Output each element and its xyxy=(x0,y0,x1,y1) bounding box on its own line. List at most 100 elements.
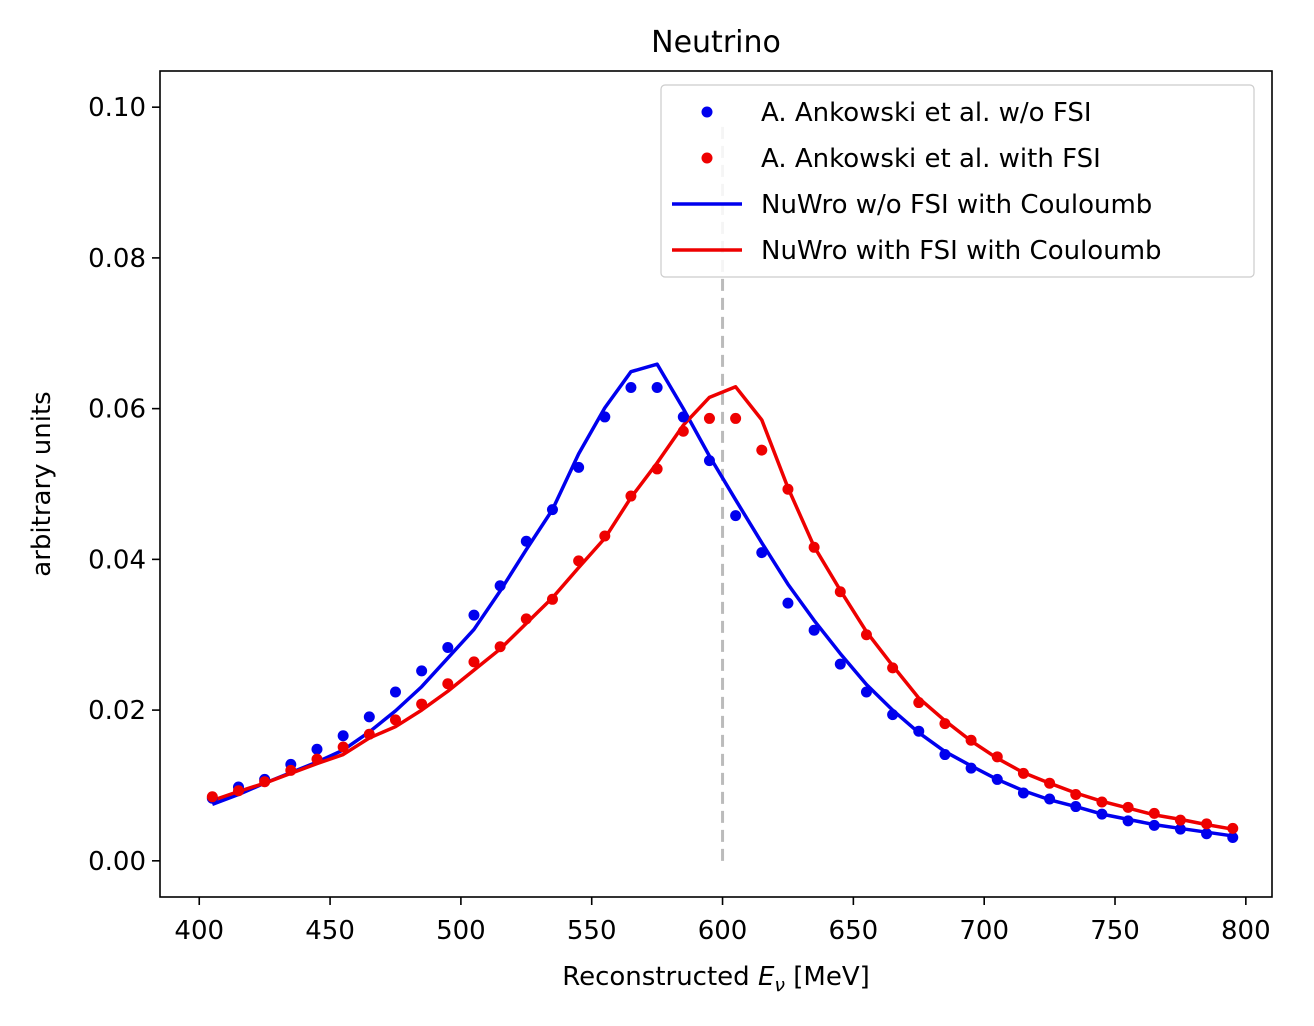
series-0-point-15 xyxy=(599,411,611,423)
legend-label-2: NuWro w/o FSI with Couloumb xyxy=(761,190,1152,220)
series-1-point-35 xyxy=(1122,801,1134,813)
plot-frame xyxy=(159,70,1273,898)
x-axis-label-suffix: [MeV] xyxy=(785,962,870,992)
series-1-point-16 xyxy=(625,490,637,502)
series-0-point-25 xyxy=(860,686,872,698)
series-0-point-12 xyxy=(520,535,532,547)
series-1-point-39 xyxy=(1227,822,1239,834)
series-0-point-36 xyxy=(1148,819,1160,831)
series-1-point-23 xyxy=(808,541,820,553)
legend-items: A. Ankowski et al. w/o FSI A. Ankowski et… xyxy=(672,98,1162,266)
series-1-point-5 xyxy=(337,741,349,753)
series-0-point-6 xyxy=(363,711,375,723)
series-1-point-24 xyxy=(834,586,846,598)
y-tick-label-0: 0.00 xyxy=(88,847,146,877)
series-1-point-9 xyxy=(442,678,454,690)
series-1-point-14 xyxy=(573,555,585,567)
series-1-point-4 xyxy=(311,753,323,765)
series-1-point-38 xyxy=(1201,818,1213,830)
y-axis: 0.00 0.02 0.04 0.06 0.08 0.10 xyxy=(88,93,160,877)
x-axis-label-prefix: Reconstructed xyxy=(562,962,758,992)
series-1-point-17 xyxy=(651,463,663,475)
x-tick-label-550: 550 xyxy=(567,916,617,946)
x-tick-label-600: 600 xyxy=(698,916,748,946)
series-0-point-11 xyxy=(494,580,506,592)
series-1-point-25 xyxy=(860,629,872,641)
series-0-point-5 xyxy=(337,730,349,742)
series-0-point-33 xyxy=(1070,801,1082,813)
series-0-point-10 xyxy=(468,609,480,621)
series-1-point-30 xyxy=(991,751,1003,763)
series-0-point-29 xyxy=(965,762,977,774)
series-1-point-26 xyxy=(887,662,899,674)
series-1-point-8 xyxy=(416,698,428,710)
series-1-point-1 xyxy=(232,785,244,797)
series-1-point-7 xyxy=(389,714,401,726)
legend-label-0: A. Ankowski et al. w/o FSI xyxy=(761,98,1092,128)
series-1-point-10 xyxy=(468,656,480,668)
series-0-point-32 xyxy=(1044,793,1056,805)
series-1-point-28 xyxy=(939,718,951,730)
series-0-point-39 xyxy=(1227,831,1239,843)
y-tick-label-3: 0.06 xyxy=(88,395,146,425)
series-1-point-18 xyxy=(677,425,689,437)
series-0-point-37 xyxy=(1174,823,1186,835)
series-1-point-19 xyxy=(703,412,715,424)
series-0-point-26 xyxy=(887,709,899,721)
series-1-point-3 xyxy=(285,764,297,776)
series-1-point-15 xyxy=(599,530,611,542)
series-0-point-14 xyxy=(573,461,585,473)
x-tick-label-450: 450 xyxy=(305,916,355,946)
y-tick-label-2: 0.04 xyxy=(88,545,146,575)
series-0-point-21 xyxy=(756,547,768,559)
x-axis-label-subscript: ν xyxy=(774,974,785,996)
series-0-point-4 xyxy=(311,743,323,755)
series-0-point-19 xyxy=(703,455,715,467)
series-1-point-12 xyxy=(520,613,532,625)
x-axis-label: Reconstructed Eν [MeV] xyxy=(562,962,870,996)
series-0-point-31 xyxy=(1017,787,1029,799)
series-1-point-33 xyxy=(1070,789,1082,801)
series-0-point-24 xyxy=(834,658,846,670)
series-1-point-2 xyxy=(259,776,271,788)
series-0-point-28 xyxy=(939,749,951,761)
x-tick-label-650: 650 xyxy=(829,916,879,946)
y-tick-label-1: 0.02 xyxy=(88,696,146,726)
series-1-point-21 xyxy=(756,444,768,456)
series-1-point-27 xyxy=(913,697,925,709)
series-1-point-37 xyxy=(1174,814,1186,826)
series-0-point-38 xyxy=(1201,828,1213,840)
legend-marker-0 xyxy=(701,106,713,118)
series-line-2 xyxy=(211,362,1233,838)
x-tick-label-700: 700 xyxy=(959,916,1009,946)
legend: A. Ankowski et al. w/o FSI A. Ankowski et… xyxy=(660,84,1255,278)
legend-box xyxy=(660,84,1255,278)
series-1-point-11 xyxy=(494,641,506,653)
legend-marker-1 xyxy=(701,152,713,164)
series-1-point-36 xyxy=(1148,807,1160,819)
legend-label-1: A. Ankowski et al. with FSI xyxy=(761,144,1101,174)
series-0-point-22 xyxy=(782,597,794,609)
y-axis-label: arbitrary units xyxy=(27,391,57,576)
series-0-point-17 xyxy=(651,382,663,394)
series-0-point-35 xyxy=(1122,815,1134,827)
x-axis-label-symbol: E xyxy=(758,962,775,992)
series-0-point-27 xyxy=(913,725,925,737)
chart-title: Neutrino xyxy=(651,25,781,60)
series-0-point-30 xyxy=(991,773,1003,785)
plot-area xyxy=(206,122,1239,861)
series-0-point-16 xyxy=(625,382,637,394)
series-1-point-0 xyxy=(206,791,218,803)
x-tick-label-800: 800 xyxy=(1221,916,1271,946)
series-0-point-9 xyxy=(442,642,454,654)
y-tick-label-5: 0.10 xyxy=(88,93,146,123)
series-1-point-34 xyxy=(1096,796,1108,808)
series-1-point-22 xyxy=(782,483,794,495)
series-1-point-20 xyxy=(730,412,742,424)
series-1-point-13 xyxy=(546,593,558,605)
x-tick-label-400: 400 xyxy=(174,916,224,946)
x-axis: 400 450 500 550 600 650 700 750 800 xyxy=(174,897,1271,946)
series-0-point-7 xyxy=(389,686,401,698)
